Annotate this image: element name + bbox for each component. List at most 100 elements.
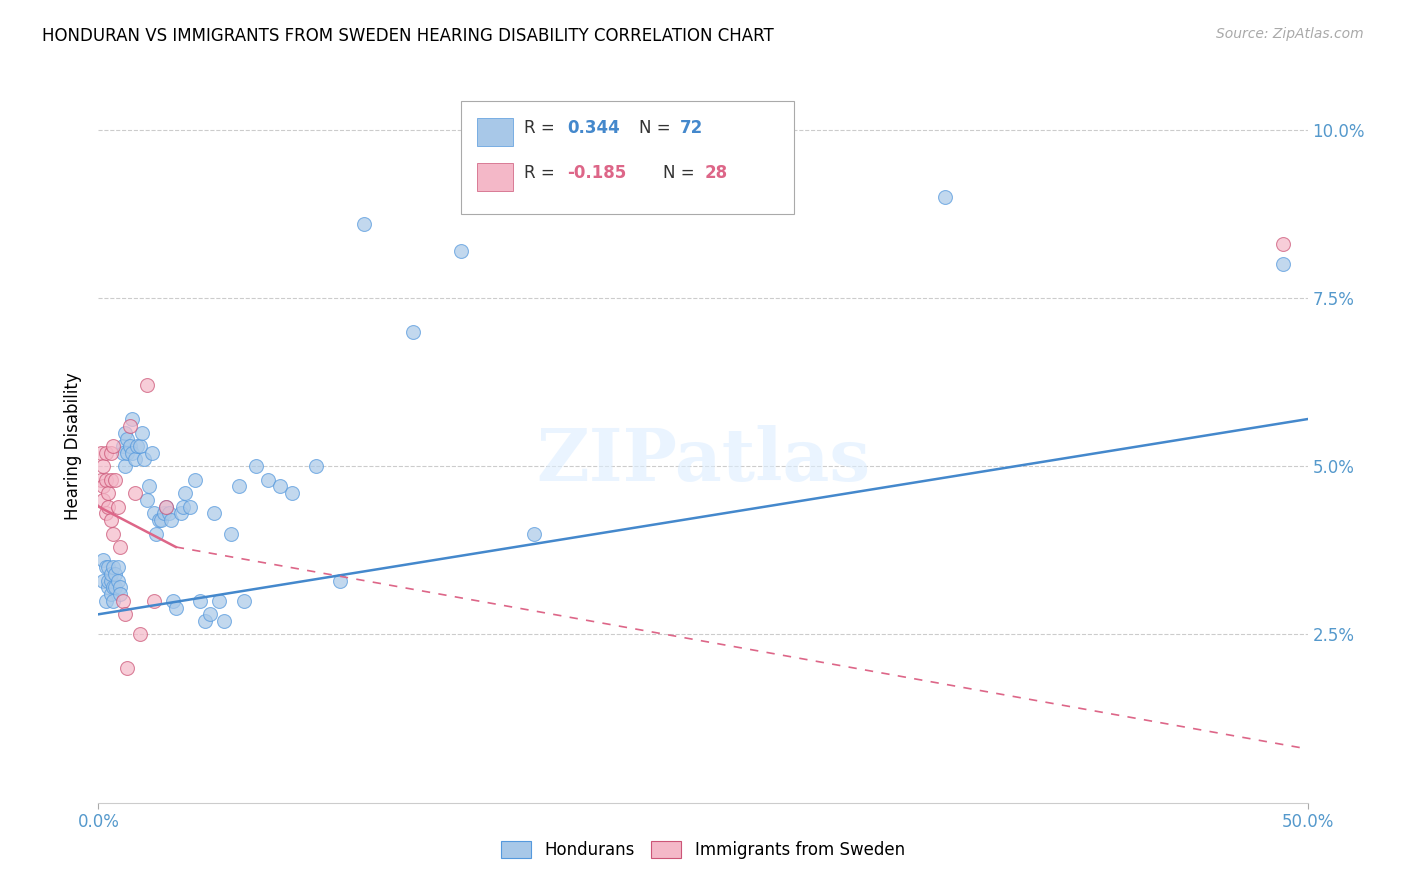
Text: R =: R = [524, 120, 560, 137]
Text: HONDURAN VS IMMIGRANTS FROM SWEDEN HEARING DISABILITY CORRELATION CHART: HONDURAN VS IMMIGRANTS FROM SWEDEN HEARI… [42, 27, 773, 45]
Point [97, 486, 120, 500]
Point [104, 473, 127, 487]
FancyBboxPatch shape [461, 102, 793, 214]
Point [152, 506, 174, 520]
Point [157, 506, 180, 520]
Point [117, 661, 139, 675]
Point [108, 540, 131, 554]
Point [305, 459, 328, 474]
Point [228, 479, 250, 493]
Point [131, 425, 153, 440]
Point [97, 560, 120, 574]
Point [91, 479, 114, 493]
Point [281, 486, 304, 500]
Point [329, 574, 352, 588]
Point [100, 513, 122, 527]
Point [1272, 257, 1295, 271]
Point [194, 614, 217, 628]
Point [523, 526, 546, 541]
Point [143, 506, 166, 520]
Point [1272, 237, 1295, 252]
Point [121, 446, 143, 460]
Point [111, 439, 134, 453]
Point [118, 418, 141, 433]
Point [212, 614, 235, 628]
Point [169, 506, 191, 520]
Point [94, 446, 117, 460]
Point [128, 439, 150, 453]
Point [108, 580, 131, 594]
Point [162, 594, 184, 608]
Point [118, 439, 141, 453]
Point [141, 446, 163, 460]
Point [101, 594, 124, 608]
Point [150, 513, 173, 527]
Point [208, 594, 231, 608]
Text: 72: 72 [681, 120, 703, 137]
Point [145, 526, 167, 541]
Point [138, 479, 160, 493]
Point [204, 506, 226, 520]
Point [124, 452, 146, 467]
Text: Source: ZipAtlas.com: Source: ZipAtlas.com [1216, 27, 1364, 41]
Point [100, 446, 122, 460]
Point [101, 526, 124, 541]
Point [402, 325, 425, 339]
Point [100, 587, 122, 601]
Point [128, 627, 150, 641]
Point [134, 452, 156, 467]
Point [108, 587, 131, 601]
Point [353, 217, 375, 231]
Point [94, 473, 117, 487]
Point [104, 580, 127, 594]
Point [143, 594, 166, 608]
Point [198, 607, 221, 622]
Point [94, 560, 117, 574]
Legend: Hondurans, Immigrants from Sweden: Hondurans, Immigrants from Sweden [495, 834, 911, 866]
Point [97, 580, 120, 594]
Point [91, 492, 114, 507]
Point [114, 607, 136, 622]
Point [107, 500, 129, 514]
Point [934, 190, 956, 204]
Text: 28: 28 [704, 164, 727, 182]
Point [172, 500, 194, 514]
Text: N =: N = [638, 120, 676, 137]
Point [94, 506, 117, 520]
Point [245, 459, 267, 474]
Point [450, 244, 472, 258]
Point [111, 446, 134, 460]
Point [100, 566, 122, 581]
Point [135, 492, 157, 507]
Point [155, 500, 177, 514]
Point [94, 594, 117, 608]
Text: 0.344: 0.344 [568, 120, 620, 137]
Point [100, 574, 122, 588]
Point [184, 473, 207, 487]
Point [97, 574, 120, 588]
Point [104, 566, 127, 581]
Point [148, 513, 170, 527]
Point [179, 500, 201, 514]
Point [101, 439, 124, 453]
Point [117, 432, 139, 446]
Point [111, 594, 134, 608]
Point [256, 473, 278, 487]
Point [232, 594, 254, 608]
Point [101, 560, 124, 574]
Point [114, 459, 136, 474]
Point [91, 553, 114, 567]
Point [188, 594, 211, 608]
Point [124, 486, 146, 500]
Point [100, 473, 122, 487]
Point [127, 439, 149, 453]
Point [269, 479, 291, 493]
Point [117, 446, 139, 460]
Point [101, 580, 124, 594]
Point [90, 446, 112, 460]
Point [114, 425, 136, 440]
Point [107, 560, 129, 574]
Point [174, 486, 197, 500]
Point [160, 513, 183, 527]
Text: -0.185: -0.185 [568, 164, 627, 182]
